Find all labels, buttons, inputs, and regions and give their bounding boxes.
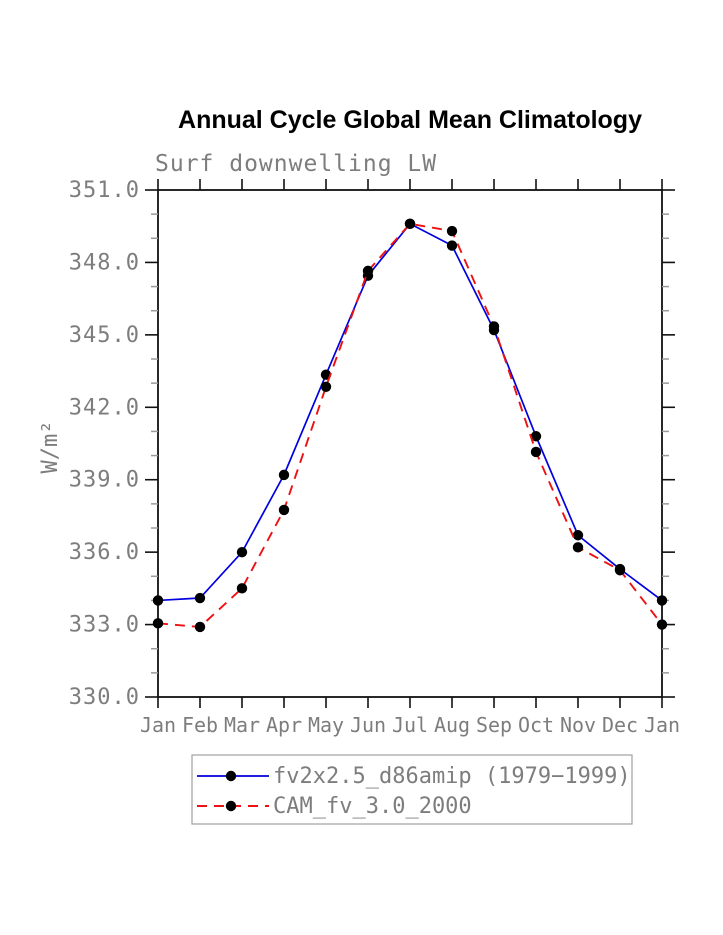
data-point-marker <box>488 321 500 332</box>
legend-sample-marker <box>225 770 237 782</box>
data-point-marker <box>152 618 164 629</box>
data-point-marker <box>236 546 248 558</box>
y-tick-label: 351.0 <box>69 178 140 203</box>
y-tick-label: 348.0 <box>69 250 140 275</box>
y-tick-label: 345.0 <box>69 323 140 348</box>
data-point-marker <box>152 595 164 606</box>
series-line-0 <box>157 222 663 602</box>
y-tick-label: 336.0 <box>69 540 140 565</box>
x-tick-label: Mar <box>224 713 260 737</box>
data-point-marker <box>530 446 542 458</box>
legend: fv2x2.5_d86amip (1979−1999) CAM_fv_3.0_2… <box>191 754 633 825</box>
x-tick-label: Aug <box>434 713 470 737</box>
x-tick-label: Oct <box>518 713 554 737</box>
y-tick-label: 339.0 <box>69 468 140 493</box>
plot-frame <box>157 189 663 698</box>
data-point-marker <box>194 592 206 604</box>
x-tick-label: Apr <box>266 713 302 737</box>
x-tick-label: Jan <box>644 713 680 737</box>
data-point-marker <box>572 542 584 553</box>
data-point-marker <box>194 621 206 633</box>
x-tick-label: Sep <box>476 713 512 737</box>
x-tick-label: May <box>308 713 344 737</box>
data-point-marker <box>656 619 668 630</box>
legend-label-series-1: CAM_fv_3.0_2000 <box>273 794 472 819</box>
legend-samples <box>197 770 269 812</box>
x-tick-label: Dec <box>602 713 638 737</box>
data-point-marker <box>656 595 668 606</box>
legend-sample-marker <box>225 800 237 812</box>
axes: Jan Feb Mar Apr May Jun Jul Aug Sep Oct Nov Dec Jan3… <box>69 178 680 737</box>
data-point-marker <box>320 381 332 392</box>
x-tick-label: Jun <box>350 713 386 737</box>
x-tick-label: Jan <box>140 713 176 737</box>
data-point-marker <box>446 225 458 237</box>
x-tick-label: Nov <box>560 713 596 737</box>
data-point-marker <box>530 431 542 442</box>
x-tick-label: Jul <box>392 713 428 737</box>
data-point-marker <box>278 469 290 481</box>
data-point-marker <box>404 218 416 229</box>
data-point-marker <box>572 530 584 541</box>
y-tick-label: 330.0 <box>69 685 140 710</box>
data-point-marker <box>614 565 626 576</box>
x-tick-label: Feb <box>182 713 218 737</box>
y-axis-label: W/m² <box>38 421 63 474</box>
y-tick-label: 342.0 <box>69 395 140 420</box>
series-lines <box>152 218 668 633</box>
chart-subtitle: Surf downwelling LW <box>155 151 437 177</box>
y-tick-label: 333.0 <box>69 613 140 638</box>
data-point-marker <box>236 583 248 594</box>
legend-box <box>191 754 633 825</box>
data-point-marker <box>362 265 374 277</box>
data-point-marker <box>446 240 458 251</box>
data-point-marker <box>278 504 290 516</box>
series-line-1 <box>157 222 663 628</box>
legend-label-series-0: fv2x2.5_d86amip (1979−1999) <box>273 764 631 789</box>
chart-title: Annual Cycle Global Mean Climatology <box>178 106 642 134</box>
